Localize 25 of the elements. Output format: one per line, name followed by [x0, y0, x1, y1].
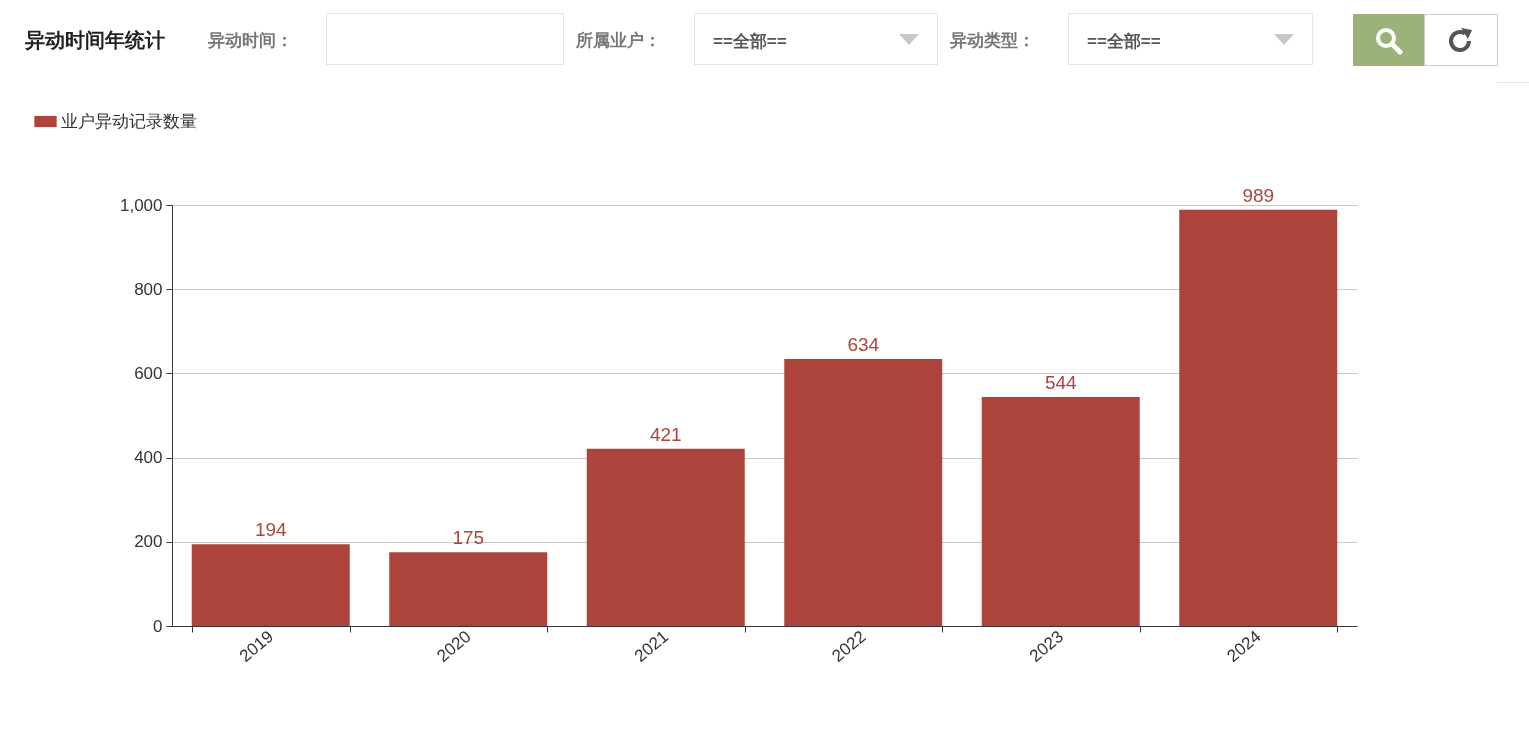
- bar: [1179, 209, 1338, 626]
- data-label: 544: [1044, 371, 1078, 393]
- data-label: 421: [649, 423, 682, 445]
- text: ==全部==: [694, 13, 938, 65]
- data-label: 989: [1242, 184, 1275, 206]
- bar: [981, 396, 1140, 626]
- text: 异动类型：: [950, 30, 1035, 52]
- text: 异动时间：: [208, 30, 293, 52]
- y-tick-label: 200: [134, 532, 163, 552]
- data-label: 194: [254, 519, 288, 541]
- bar: [191, 544, 350, 626]
- y-tick-label: 400: [134, 448, 163, 468]
- text: 所属业户：: [576, 30, 661, 52]
- y-tick-label: 0: [153, 616, 163, 636]
- legend-label: 业户异动记录数量: [61, 111, 197, 131]
- bar: [784, 359, 943, 626]
- text: ==全部==: [1068, 13, 1313, 65]
- chart-title: 异动时间年统计: [25, 28, 165, 53]
- data-label: 175: [452, 527, 485, 549]
- bar: [389, 552, 548, 626]
- bar: [586, 448, 745, 626]
- data-label: 634: [847, 334, 880, 356]
- y-tick-label: 800: [134, 279, 163, 299]
- y-tick-label: 1,000: [119, 195, 163, 215]
- y-tick-label: 600: [134, 363, 163, 383]
